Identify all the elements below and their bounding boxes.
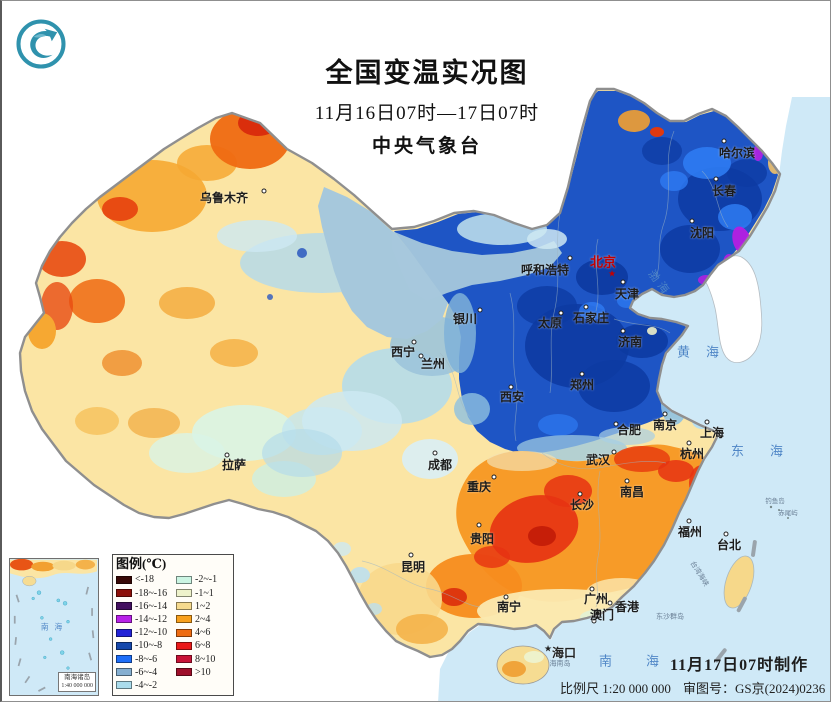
legend-color-swatch bbox=[176, 615, 192, 624]
taiwan-island bbox=[723, 555, 755, 609]
legend-color-swatch bbox=[176, 589, 192, 598]
legend-range-label: -16~-14 bbox=[135, 600, 168, 612]
legend-item: 1~2 bbox=[176, 600, 230, 613]
inset-sea-label-text: 南海 bbox=[41, 621, 68, 631]
legend-item: -6~-4 bbox=[116, 666, 176, 679]
legend-range-label: -6~-4 bbox=[135, 666, 158, 678]
legend-item: -12~-10 bbox=[116, 626, 176, 639]
title-block: 全国变温实况图 11月16日07时—17日07时 中央气象台 bbox=[272, 51, 582, 158]
legend-color-swatch bbox=[116, 641, 132, 650]
production-time: 11月17日07时制作 bbox=[670, 657, 809, 674]
agency-name: 中央气象台 bbox=[371, 136, 482, 157]
inset-island-dots bbox=[31, 590, 70, 670]
legend-title: 图例(℃) bbox=[116, 556, 167, 571]
inset-scale-box: 南海诸岛 1:40 000 000 bbox=[58, 672, 96, 692]
legend-range-label: >10 bbox=[195, 666, 211, 678]
legend-color-swatch bbox=[176, 641, 192, 650]
legend-range-label: 6~8 bbox=[195, 640, 211, 652]
legend-item: -4~-2 bbox=[116, 679, 176, 692]
legend-color-swatch bbox=[176, 602, 192, 611]
legend-item: -1~1 bbox=[176, 586, 230, 599]
legend-color-swatch bbox=[116, 681, 132, 690]
legend-range-label: -1~1 bbox=[195, 587, 214, 599]
inset-title: 南海诸岛 bbox=[64, 674, 91, 682]
legend-color-swatch bbox=[116, 615, 132, 624]
legend-item: -14~-12 bbox=[116, 613, 176, 626]
hainan-island bbox=[496, 645, 550, 685]
south-china-sea-inset: 南海 南海诸岛 1:40 000 000 bbox=[9, 558, 99, 696]
province-boundaries bbox=[361, 130, 729, 608]
legend-color-swatch bbox=[116, 668, 132, 677]
legend-range-label: -2~-1 bbox=[195, 574, 218, 586]
legend-range-label: -12~-10 bbox=[135, 627, 168, 639]
legend-color-swatch bbox=[116, 602, 132, 611]
legend-item: >10 bbox=[176, 666, 230, 679]
legend-item: <-18 bbox=[116, 573, 176, 586]
map-title: 全国变温实况图 bbox=[325, 58, 529, 88]
legend-item: 6~8 bbox=[176, 639, 230, 652]
map-scale: 比例尺 1:20 000 000 bbox=[560, 681, 671, 696]
legend-range-label: -14~-12 bbox=[135, 613, 168, 625]
dash-line-segments bbox=[714, 505, 789, 663]
legend-color-swatch bbox=[176, 575, 192, 584]
legend-range-label: 8~10 bbox=[195, 653, 216, 665]
legend-range-label: 1~2 bbox=[195, 600, 211, 612]
legend-item: 8~10 bbox=[176, 652, 230, 665]
approval-number: 审图号：GS京(2024)0236号 bbox=[683, 681, 826, 701]
inset-scale: 1:40 000 000 bbox=[61, 682, 93, 689]
legend-range-label: <-18 bbox=[135, 574, 154, 586]
legend-range-label: -4~-2 bbox=[135, 679, 158, 691]
legend-item: -8~-6 bbox=[116, 652, 176, 665]
legend-column: <-18 -18~-16 -16~-14 -14~-12 -12~-10 -10~-8 -8… bbox=[116, 573, 176, 692]
map-period: 11月16日07时—17日07时 bbox=[314, 103, 540, 124]
legend-color-swatch bbox=[116, 575, 132, 584]
national-boundary bbox=[18, 87, 782, 659]
legend-item: -18~-16 bbox=[116, 586, 176, 599]
legend-range-label: -18~-16 bbox=[135, 587, 168, 599]
legend-color-swatch bbox=[176, 668, 192, 677]
legend-range-label: -10~-8 bbox=[135, 640, 163, 652]
legend-color-swatch bbox=[176, 628, 192, 637]
legend-item: -10~-8 bbox=[116, 639, 176, 652]
cma-dragon-logo bbox=[14, 17, 68, 71]
legend-range-label: 4~6 bbox=[195, 627, 211, 639]
legend-range-label: -8~-6 bbox=[135, 653, 158, 665]
legend-color-swatch bbox=[116, 628, 132, 637]
legend-item: 4~6 bbox=[176, 626, 230, 639]
legend-color-swatch bbox=[176, 655, 192, 664]
legend-column: -2~-1 -1~1 1~2 2~4 4~6 6~8 8~10 >10 bbox=[176, 573, 230, 692]
legend-item: 2~4 bbox=[176, 613, 230, 626]
legend-color-swatch bbox=[116, 589, 132, 598]
legend-color-swatch bbox=[116, 655, 132, 664]
map-legend: 图例(℃) <-18 -18~-16 -16~-14 -14~-12 -12~-10 -1… bbox=[112, 554, 234, 696]
legend-range-label: 2~4 bbox=[195, 613, 211, 625]
legend-item: -16~-14 bbox=[116, 600, 176, 613]
legend-item: -2~-1 bbox=[176, 573, 230, 586]
